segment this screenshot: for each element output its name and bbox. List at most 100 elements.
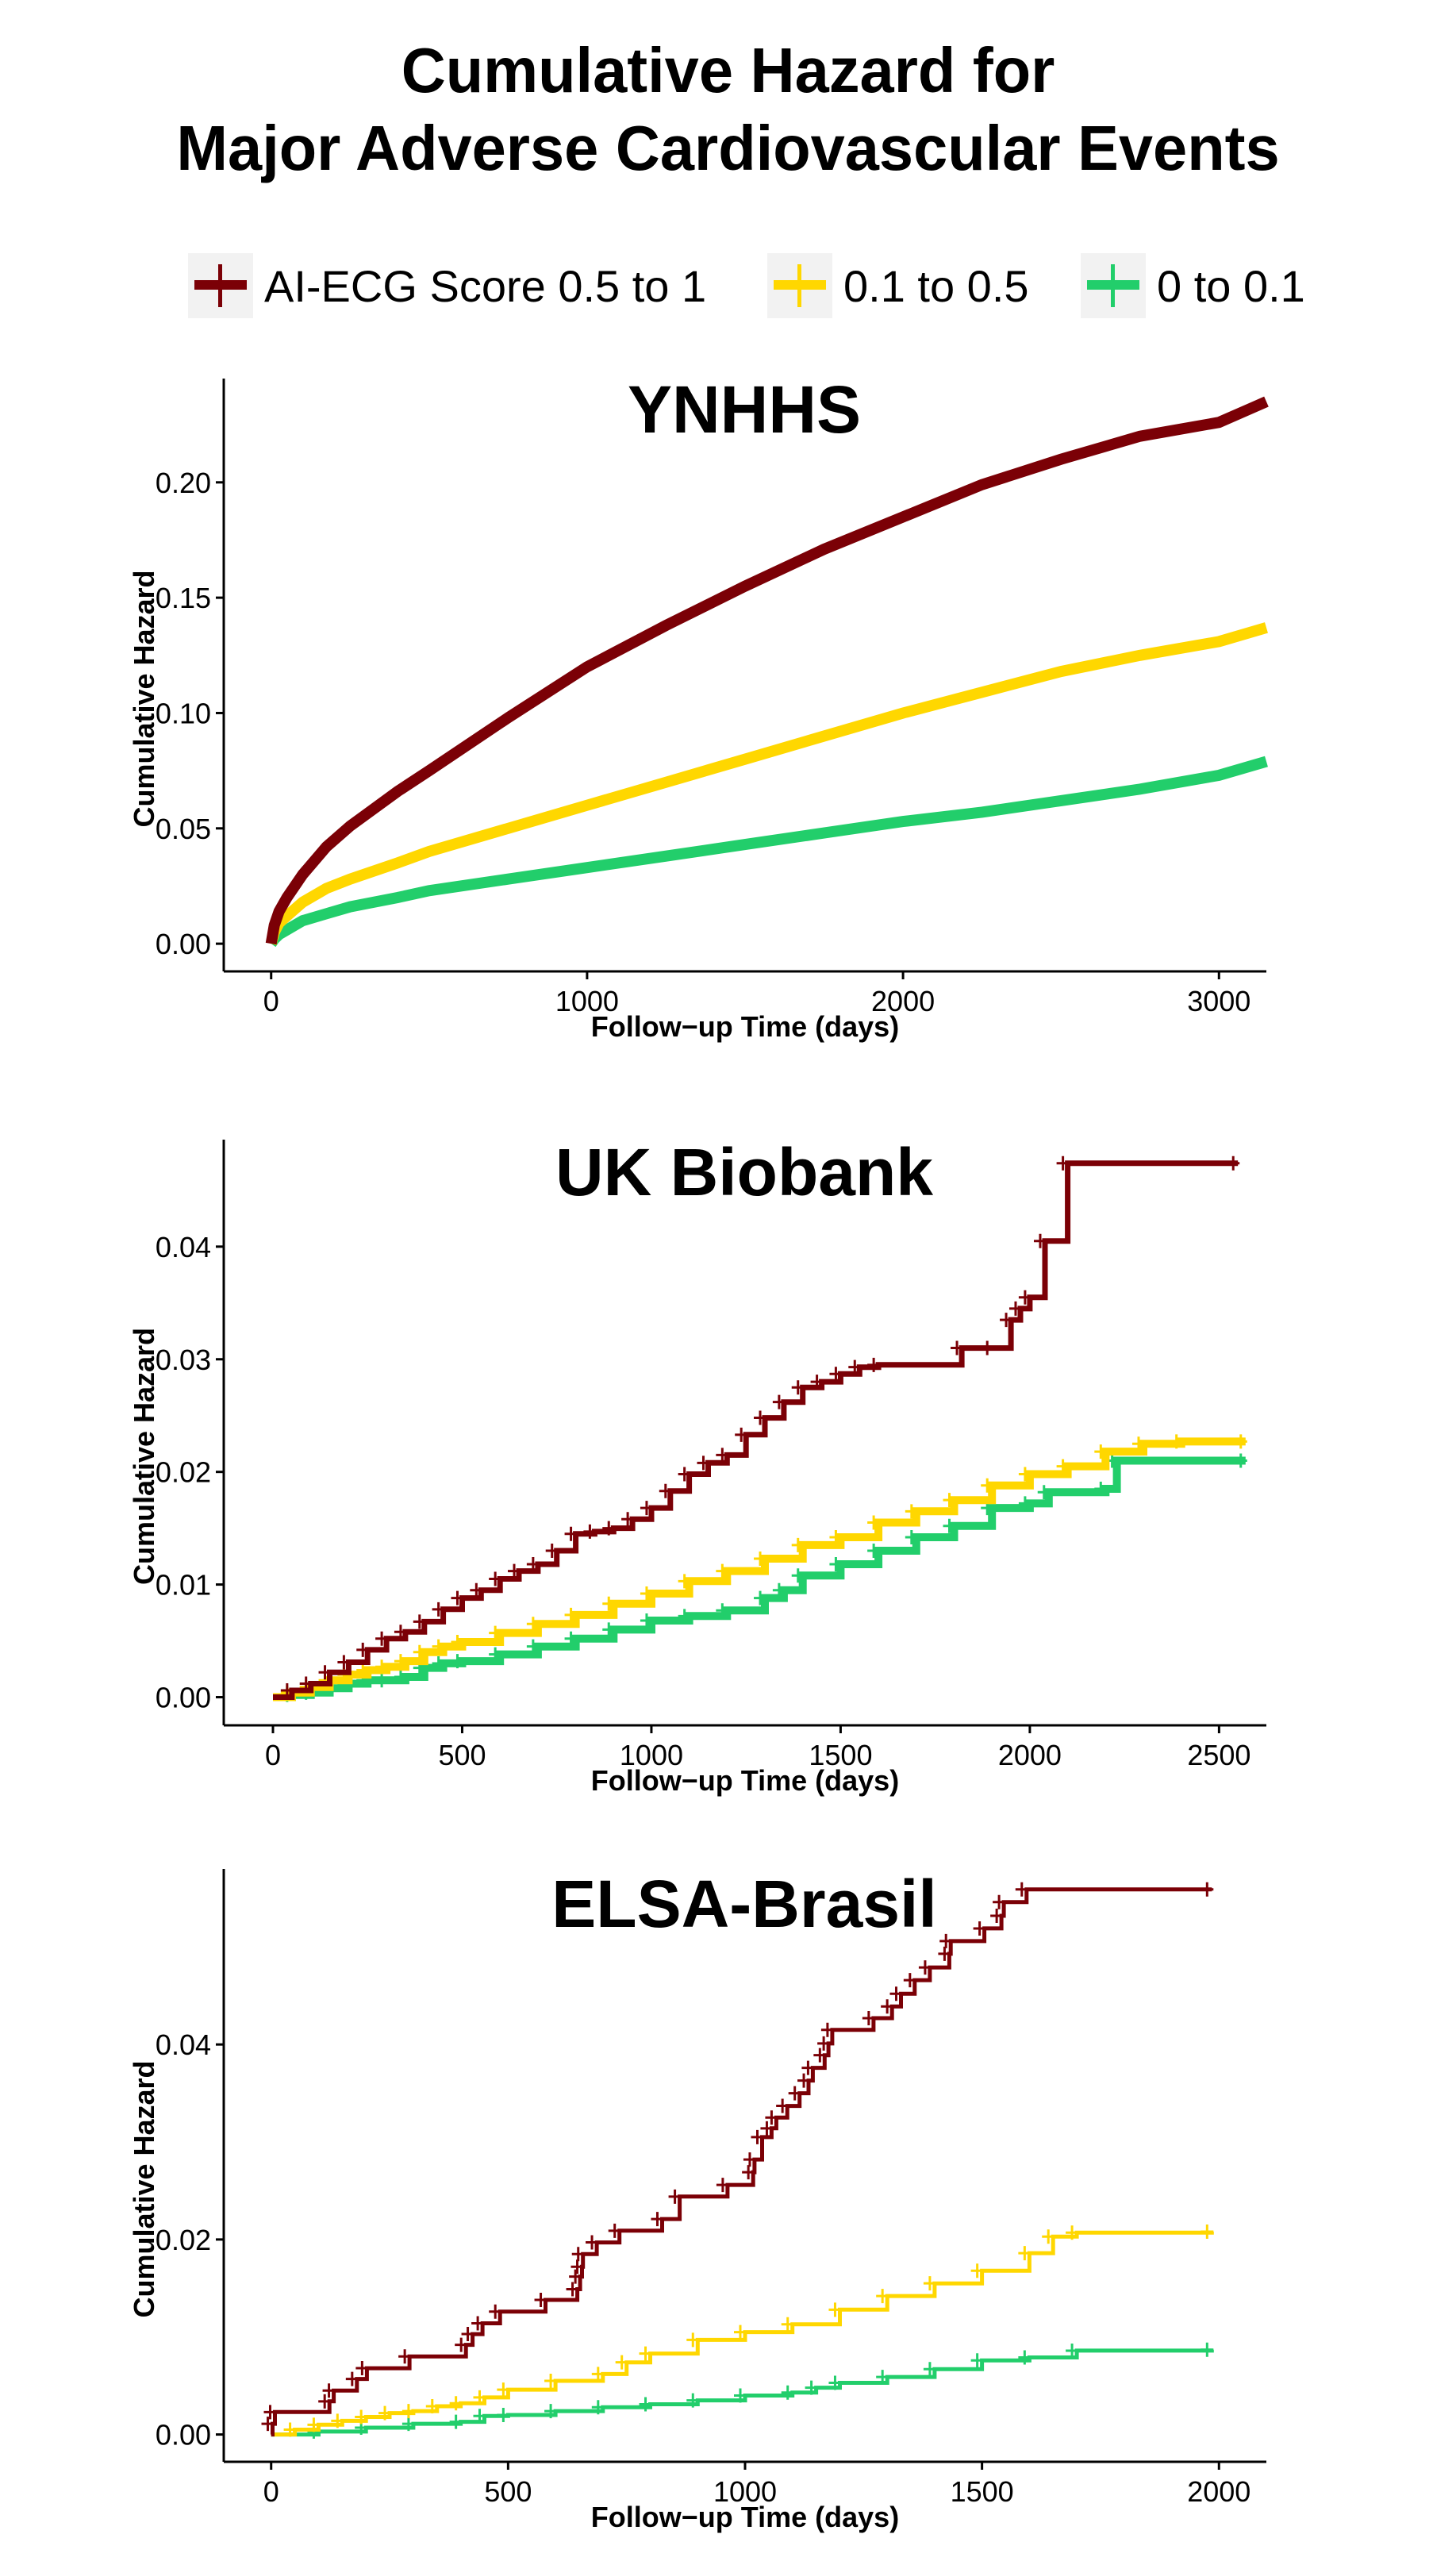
censor-mark [734,2388,747,2403]
x-tick-label: 500 [438,1739,486,1771]
censor-mark [564,1607,578,1622]
censor-mark [356,1663,370,1678]
censor-mark [678,1467,691,1482]
censor-mark [781,2385,794,2400]
censor-mark [951,1340,964,1355]
censor-mark [817,2036,831,2051]
censor-mark [615,2355,628,2370]
censor-mark [791,1568,805,1583]
censor-mark [1015,1882,1028,1897]
y-tick-label: 0.10 [156,697,211,729]
censor-mark [805,2380,818,2395]
censor-mark [451,1590,464,1605]
censor-mark [591,2367,605,2382]
censor-mark [876,2370,889,2385]
censor-mark [413,1614,426,1629]
legend-label-mid: 0.1 to 0.5 [843,260,1029,311]
censor-mark [1018,2350,1031,2365]
x-tick-label: 2500 [1187,1739,1250,1771]
censor-mark [401,2417,415,2432]
censor-mark [1037,1485,1051,1500]
censor-mark [413,1644,426,1659]
x-tick-label: 1000 [620,1739,683,1771]
censor-mark [398,2349,412,2364]
censor-mark [1234,1453,1247,1468]
censor-mark [355,2361,369,2376]
censor-mark [1018,1496,1031,1511]
censor-mark [451,1654,464,1669]
censor-mark [640,1586,653,1601]
censor-mark [583,1524,597,1539]
censor-mark [394,1625,407,1640]
censor-mark [489,2304,502,2319]
censor-mark [938,1946,951,1961]
censor-mark [754,1551,767,1566]
censor-mark [591,2400,605,2415]
censor-mark [608,2223,621,2238]
censor-mark [449,2414,463,2429]
x-tick-label: 0 [265,1739,281,1771]
x-axis-title: Follow−up Time (days) [591,1010,899,1043]
series-line-high [271,1887,1212,2437]
figure-title-line-2: Major Adverse Cardiovascular Events [176,113,1280,183]
figure-title-line-1: Cumulative Hazard for [401,35,1055,106]
censor-mark [905,1529,918,1544]
censor-mark [1094,1481,1108,1496]
censor-mark [508,1563,521,1579]
censor-mark [569,2269,582,2284]
censor-mark [867,1357,881,1372]
y-tick-label: 0.02 [156,1456,211,1489]
censor-mark [686,2393,700,2408]
censor-mark [526,1617,540,1632]
legend-item-low: 0 to 0.1 [1081,252,1305,319]
series-line-low [271,2348,1214,2437]
censor-mark [981,1340,994,1355]
censor-mark [432,1602,445,1617]
censor-mark [566,2282,579,2297]
censor-mark [678,1609,691,1624]
legend: AI-ECG Score 0.5 to 1 0.1 to 0.5 0 to 0.… [0,252,1456,324]
censor-mark [640,1613,653,1629]
panel-ynhhs: 0.00 0.05 0.10 0.15 0.20 0 1000 2000 3000 Follow−… [128,372,1269,1043]
censor-mark [1018,1467,1031,1482]
censor-mark [970,2353,984,2368]
panel-title: ELSA-Brasil [551,1867,936,1941]
censor-mark [322,2383,336,2398]
censor-mark [544,2404,558,2419]
censor-mark [1131,1436,1145,1452]
y-tick-label: 0.00 [156,928,211,960]
censor-mark [526,1557,540,1572]
censor-mark [489,1571,502,1586]
censor-mark [923,2276,936,2291]
x-axis-title: Follow−up Time (days) [591,2501,899,2533]
censor-mark [307,2417,321,2432]
censor-mark [791,1537,805,1552]
censor-mark [862,2010,875,2025]
censor-mark [564,1631,578,1646]
censor-mark [425,2398,439,2413]
censor-mark [697,1455,710,1471]
censor-mark [678,1574,691,1589]
y-axis-title: Cumulative Hazard [128,2060,160,2317]
y-tick-label: 0.02 [156,2224,211,2256]
censor-mark [534,2293,547,2308]
series-line-high [265,396,1269,945]
censor-mark [791,1380,805,1395]
censor-mark [318,2394,332,2409]
legend-item-high: AI-ECG Score 0.5 to 1 [188,252,706,319]
censor-mark [1033,1233,1047,1248]
censor-mark [337,1655,351,1670]
censor-mark [943,1518,956,1533]
censor-mark [375,1673,389,1688]
censor-mark [318,1665,332,1680]
x-tick-label: 1500 [951,2475,1014,2508]
censor-mark [772,1582,786,1598]
censor-mark [639,2397,652,2412]
censor-mark [355,2409,368,2424]
censor-mark [299,1676,313,1691]
censor-mark [449,2396,463,2411]
censor-mark [716,1448,729,1463]
series-line-low [266,756,1268,948]
censor-mark [848,1359,862,1375]
censor-mark [602,1596,616,1611]
